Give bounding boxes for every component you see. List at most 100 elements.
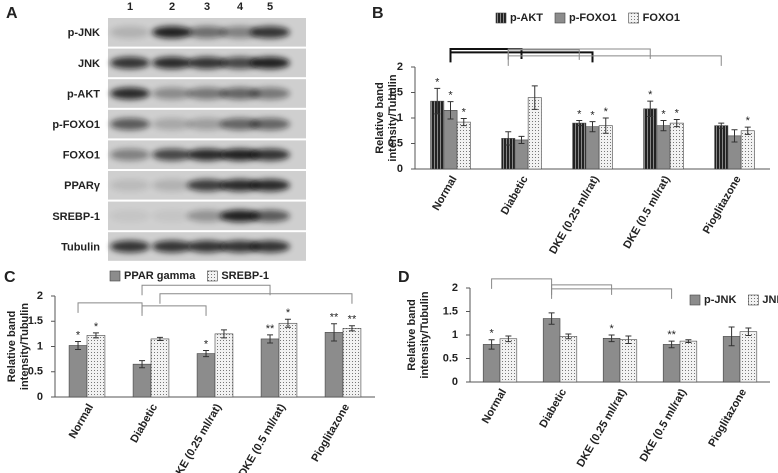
legend-label: FOXO1 [643,12,680,24]
blot-band [220,209,260,222]
lane-label: 4 [237,1,244,13]
bar [679,340,698,383]
bar [602,337,621,383]
blot-band [250,56,290,69]
error-bar [220,329,227,339]
significance-marker: * [675,107,680,119]
lane-label: 2 [169,1,175,13]
y-tick-label: 0.5 [388,137,403,149]
significance-marker: * [94,321,99,333]
blot-band [110,240,150,253]
y-axis-label: intensity/Tubulin [419,291,431,378]
significance-marker: ** [266,323,275,335]
error-bar [531,85,538,110]
error-bar [565,333,572,340]
error-bar [92,332,99,339]
blot-band [250,148,290,161]
comparison-bracket [159,293,353,304]
x-tick-label: Diabetic [537,387,569,430]
comparison-bracket [141,284,271,296]
significance-marker: * [286,307,291,319]
blot-band [250,118,290,131]
blot-band [152,56,192,69]
legend-swatch [748,294,759,306]
bar [456,121,471,170]
blot-band [250,26,290,39]
blot-band [187,179,227,192]
bar [342,328,362,398]
significance-marker: * [76,329,81,341]
row-label: SREBP-1 [52,211,100,223]
error-bar [331,323,338,342]
lane-label: 5 [267,1,273,13]
row-label: JNK [78,58,100,70]
comparison-bracket [551,288,673,299]
row-label: FOXO1 [63,150,100,162]
error-bar [203,350,210,358]
legend-label: p-FOXO1 [569,12,617,24]
legend-label: JNK [762,294,778,306]
blot-band [220,56,260,69]
error-bar [647,100,654,117]
row-label: p-AKT [67,88,100,100]
blot-band [250,209,290,222]
y-tick-label: 1 [37,340,43,352]
error-bar [673,119,680,128]
legend-swatch [689,294,701,306]
bar [86,335,106,398]
blot-band [152,179,192,192]
blot-band [220,148,260,161]
bar [662,344,681,383]
legend-label: PPAR gamma [124,270,196,282]
row-label: p-FOXO1 [52,119,100,131]
blot-band [220,87,260,100]
x-tick-label: DKE (0.5 ml/rat) [621,174,673,251]
legend-swatch [554,12,566,24]
comparison-bracket [551,284,613,295]
y-tick-label: 2 [37,290,43,302]
significance-marker: * [604,106,609,118]
x-tick-label: Normal [430,174,459,213]
x-tick-label: DKE (0.25 ml/rat) [547,174,602,257]
error-bar [660,120,667,132]
error-bar [744,126,751,135]
significance-marker: * [590,109,595,121]
comparison-bracket [507,49,580,60]
error-bar [745,327,752,336]
significance-marker: * [435,76,440,88]
error-bar [139,360,146,369]
error-bar [75,340,82,351]
blot-band [250,179,290,192]
error-bar [602,117,609,134]
comparison-bracket [507,55,722,66]
row-label: PPARγ [64,180,101,192]
blot-band [220,26,260,39]
legend-label: p-JNK [704,294,736,306]
y-tick-label: 1 [397,112,403,124]
comparison-bracket [491,278,553,289]
blot-band [187,118,227,131]
panel-label: C [4,269,16,286]
blot-band [152,240,192,253]
bar [68,345,88,398]
comparison-bracket [449,48,523,59]
blot-band [220,240,260,253]
x-tick-label: Pioglitazone [706,387,749,449]
blot-band [152,148,192,161]
bar [260,338,280,398]
bar [572,122,587,170]
significance-marker: ** [667,329,676,341]
bar [196,353,216,398]
significance-marker: * [577,108,582,120]
bar [132,363,152,398]
y-tick-label: 0.5 [443,352,458,364]
bar [739,331,758,383]
bar [585,126,600,170]
blot-band [187,240,227,253]
x-tick-label: Normal [67,402,96,441]
error-bar [434,87,441,115]
significance-marker: ** [348,314,357,326]
legend-swatch [628,12,639,24]
blot-band [187,148,227,161]
x-tick-label: Pioglitazone [309,402,352,464]
